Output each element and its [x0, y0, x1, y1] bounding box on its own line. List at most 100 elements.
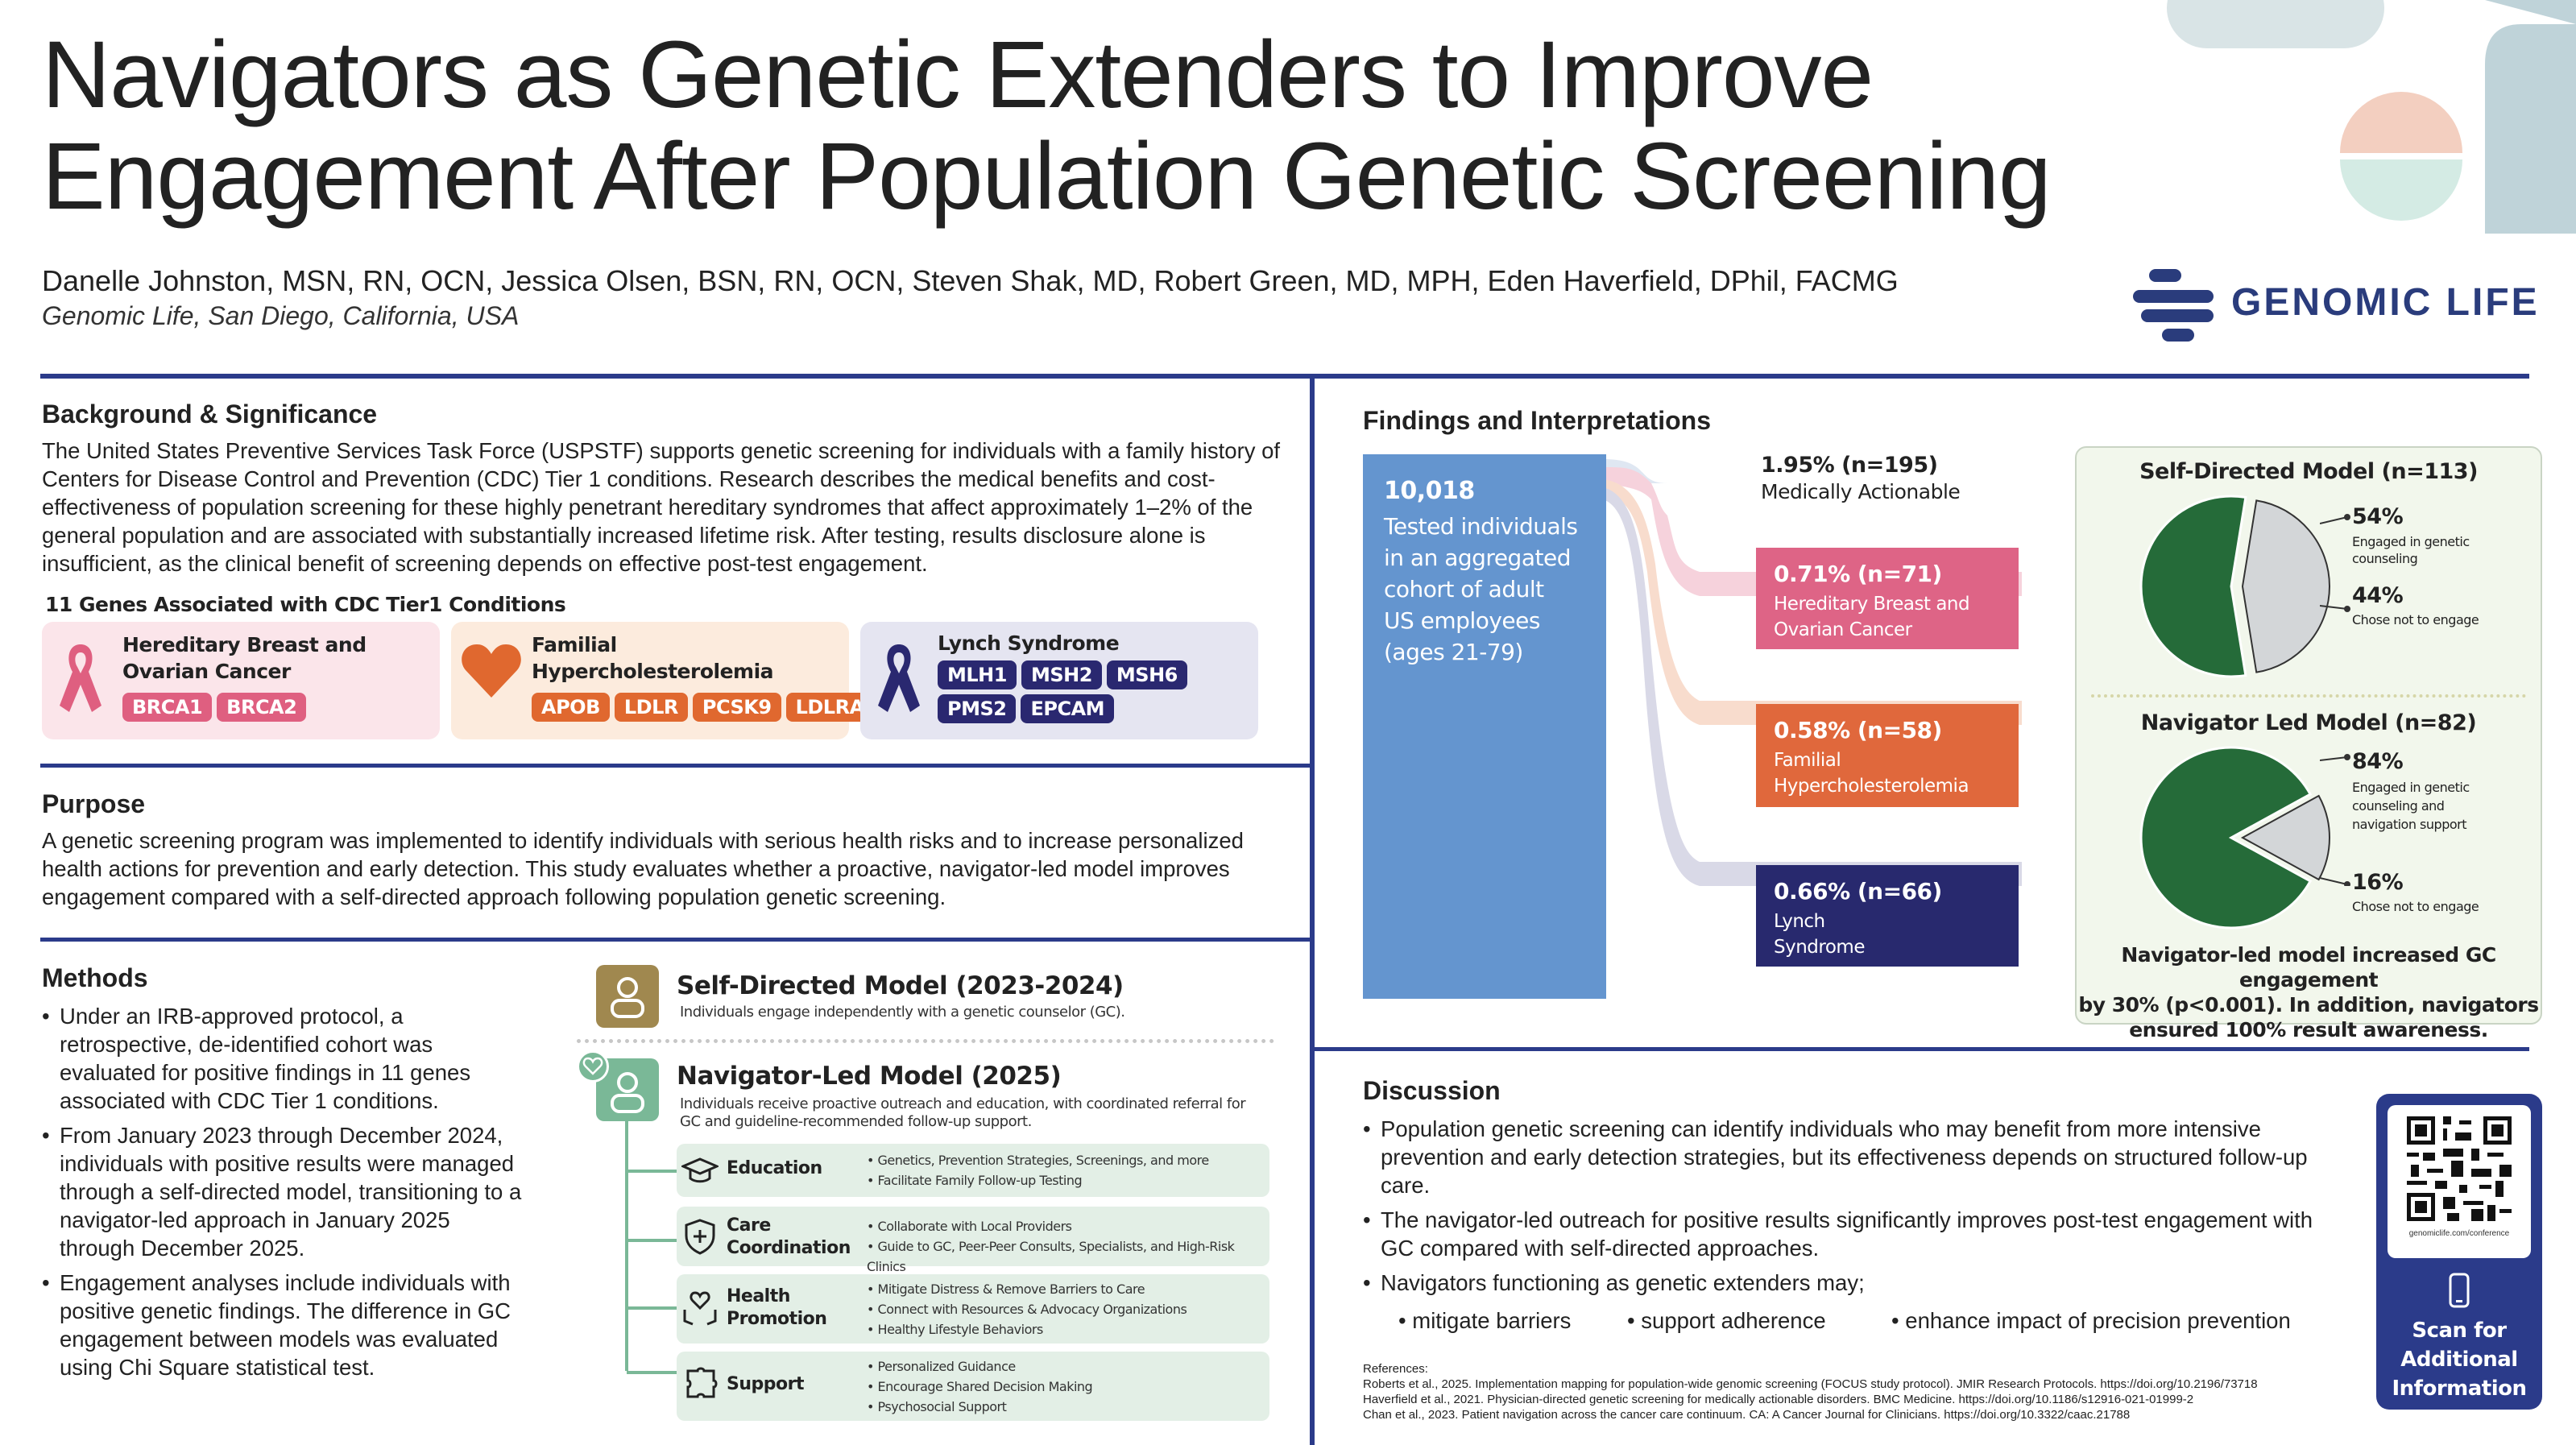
- methods-bullet: Under an IRB-approved protocol, a retros…: [42, 1002, 525, 1115]
- gene-pill: LDLR: [614, 693, 688, 722]
- background-heading: Background & Significance: [42, 400, 378, 429]
- model-item-bullet: • Mitigate Distress & Remove Barriers to…: [867, 1281, 1145, 1297]
- qr-card: genomiclife.com/conference: [2388, 1105, 2531, 1258]
- methods-bullet: Engagement analyses include individuals …: [42, 1269, 525, 1381]
- graduation-cap-icon: [681, 1157, 719, 1183]
- discussion-rule: [1315, 1047, 2529, 1051]
- gene-pills: MLH1 MSH2 MSH6 PMS2 EPCAM: [938, 656, 1244, 723]
- navigator-desc: Individuals receive proactive outreach a…: [680, 1095, 1246, 1130]
- condition-name: Familial Hypercholesterolemia: [532, 633, 774, 683]
- sub-bullet: • enhance impact of precision prevention: [1891, 1308, 2291, 1333]
- model-item-bullet: • Healthy Lifestyle Behaviors: [867, 1322, 1043, 1337]
- header-rule: [40, 374, 2529, 379]
- reference: Roberts et al., 2025. Implementation map…: [1363, 1377, 2258, 1391]
- gene-pill: MSH2: [1021, 660, 1102, 689]
- poster-title: Navigators as Genetic Extenders to Impro…: [42, 22, 2052, 230]
- leader-lines: [2320, 514, 2350, 612]
- qr-code-icon: [2407, 1116, 2512, 1221]
- gene-pill: MSH6: [1106, 660, 1187, 689]
- reference: Haverfield et al., 2021. Physician-direc…: [1363, 1393, 2194, 1406]
- authors: Danelle Johnston, MSN, RN, OCN, Jessica …: [42, 264, 1899, 297]
- cohort-description: Tested individuals in an aggregated coho…: [1384, 513, 1578, 665]
- nav-not-pct: 16%: [2352, 870, 2404, 895]
- purpose-heading: Purpose: [42, 789, 146, 818]
- column-divider: [1310, 379, 1315, 1445]
- gene-pill: PMS2: [938, 694, 1017, 723]
- gene-pill: PCSK9: [692, 693, 781, 722]
- actionable-label: Medically Actionable: [1761, 480, 1961, 503]
- ribbon-icon: [878, 644, 920, 712]
- model-item-label: Care Coordination: [727, 1215, 851, 1258]
- gene-pills: BRCA1 BRCA2: [122, 688, 311, 722]
- references-heading: References:: [1363, 1362, 1428, 1376]
- condition-name: Lynch Syndrome: [938, 631, 1120, 655]
- purpose-rule: [40, 764, 1310, 768]
- qr-caption: Scan for Additional Information: [2392, 1319, 2527, 1401]
- gene-pill: MLH1: [938, 660, 1017, 689]
- nav-not-label: Chose not to engage: [2352, 899, 2479, 914]
- model-item-care-coordination: Care Coordination • Collaborate with Loca…: [677, 1207, 1269, 1274]
- sub-bullet: • support adherence: [1627, 1308, 1826, 1333]
- self-engaged-pct: 54%: [2352, 504, 2404, 529]
- genes-heading: 11 Genes Associated with CDC Tier1 Condi…: [45, 593, 566, 616]
- nav-engaged-pct: 84%: [2352, 749, 2404, 774]
- gene-pills: APOB LDLR PCSK9 LDLRAP1: [532, 688, 905, 722]
- cohort-bar: [1363, 454, 1606, 999]
- gene-pill: EPCAM: [1021, 694, 1115, 723]
- navigator-pie: [2139, 746, 2330, 930]
- navigator-badge-icon: [577, 1050, 609, 1083]
- self-directed-pie: [2139, 495, 2331, 678]
- heart-hands-icon: [683, 1291, 717, 1326]
- discussion-bullet: The navigator-led outreach for positive …: [1363, 1206, 2338, 1262]
- model-item-label: Health Promotion: [727, 1286, 827, 1329]
- group-label: Hereditary Breast and Ovarian Cancer: [1774, 594, 1970, 640]
- gene-pill: APOB: [532, 693, 610, 722]
- cohort-number: 10,018: [1384, 477, 1475, 505]
- heart-icon: [462, 644, 521, 698]
- model-item-label: Support: [727, 1374, 804, 1394]
- qr-url: genomiclife.com/conference: [2408, 1229, 2510, 1238]
- self-not-label: Chose not to engage: [2352, 612, 2479, 627]
- navigator-title: Navigator-Led Model (2025): [677, 1062, 1062, 1091]
- model-item-bullet: • Psychosocial Support: [867, 1399, 1007, 1414]
- group-label: Lynch Syndrome: [1774, 911, 1865, 958]
- self-directed-title: Self-Directed Model (2023-2024): [677, 971, 1124, 1000]
- self-directed-result-title: Self-Directed Model (n=113): [2139, 459, 2478, 484]
- condition-name: Hereditary Breast and Ovarian Cancer: [122, 633, 367, 683]
- discussion-bullet: Navigators functioning as genetic extend…: [1363, 1269, 2338, 1297]
- navigator-result-title: Navigator Led Model (n=82): [2140, 710, 2477, 735]
- qr-panel[interactable]: genomiclife.com/conference Scan for Addit…: [2376, 1094, 2542, 1410]
- group-label: Familial Hypercholesterolemia: [1774, 750, 1969, 797]
- methods-heading: Methods: [42, 963, 148, 992]
- methods-bullets: Under an IRB-approved protocol, a retros…: [42, 1002, 525, 1388]
- purpose-text: A genetic screening program was implemen…: [42, 828, 1244, 909]
- puzzle-icon: [686, 1367, 718, 1398]
- phone-icon: [2449, 1273, 2470, 1308]
- methods-bullet: From January 2023 through December 2024,…: [42, 1121, 525, 1262]
- model-item-education: Education • Genetics, Prevention Strateg…: [677, 1144, 1269, 1197]
- model-item-bullet: • Collaborate with Local Providers: [867, 1219, 1072, 1234]
- group-stat: 0.58% (n=58): [1774, 717, 1942, 743]
- gene-pill: BRCA1: [122, 693, 213, 722]
- group-stat: 0.71% (n=71): [1774, 561, 1942, 587]
- dotted-separator: [577, 1039, 1274, 1043]
- model-item-label: Education: [727, 1158, 822, 1178]
- group-fh: 0.58% (n=58) Familial Hypercholesterolemi…: [1756, 704, 2019, 807]
- panel-divider: [2091, 694, 2526, 698]
- findings-conclusion: Navigator-led model increased GC engagem…: [2078, 943, 2539, 1041]
- tree-connector: [625, 1121, 680, 1374]
- model-item-bullet: • Genetics, Prevention Strategies, Scree…: [867, 1153, 1209, 1168]
- self-not-pct: 44%: [2352, 583, 2404, 608]
- discussion-heading: Discussion: [1363, 1076, 1501, 1105]
- gene-pill: BRCA2: [217, 693, 307, 722]
- group-lynch: 0.66% (n=66) Lynch Syndrome: [1756, 865, 2019, 967]
- genomic-life-logo-icon: [2133, 269, 2214, 342]
- sub-bullet: • mitigate barriers: [1398, 1308, 1572, 1333]
- background-text: The United States Preventive Services Ta…: [42, 438, 1281, 576]
- model-item-bullet: • Personalized Guidance: [867, 1359, 1016, 1374]
- ribbon-icon: [60, 644, 101, 712]
- model-item-bullet: • Connect with Resources & Advocacy Orga…: [867, 1302, 1187, 1317]
- decorative-shapes: [2167, 0, 2576, 234]
- self-directed-desc: Individuals engage independently with a …: [680, 1004, 1125, 1021]
- methods-rule: [40, 938, 1310, 942]
